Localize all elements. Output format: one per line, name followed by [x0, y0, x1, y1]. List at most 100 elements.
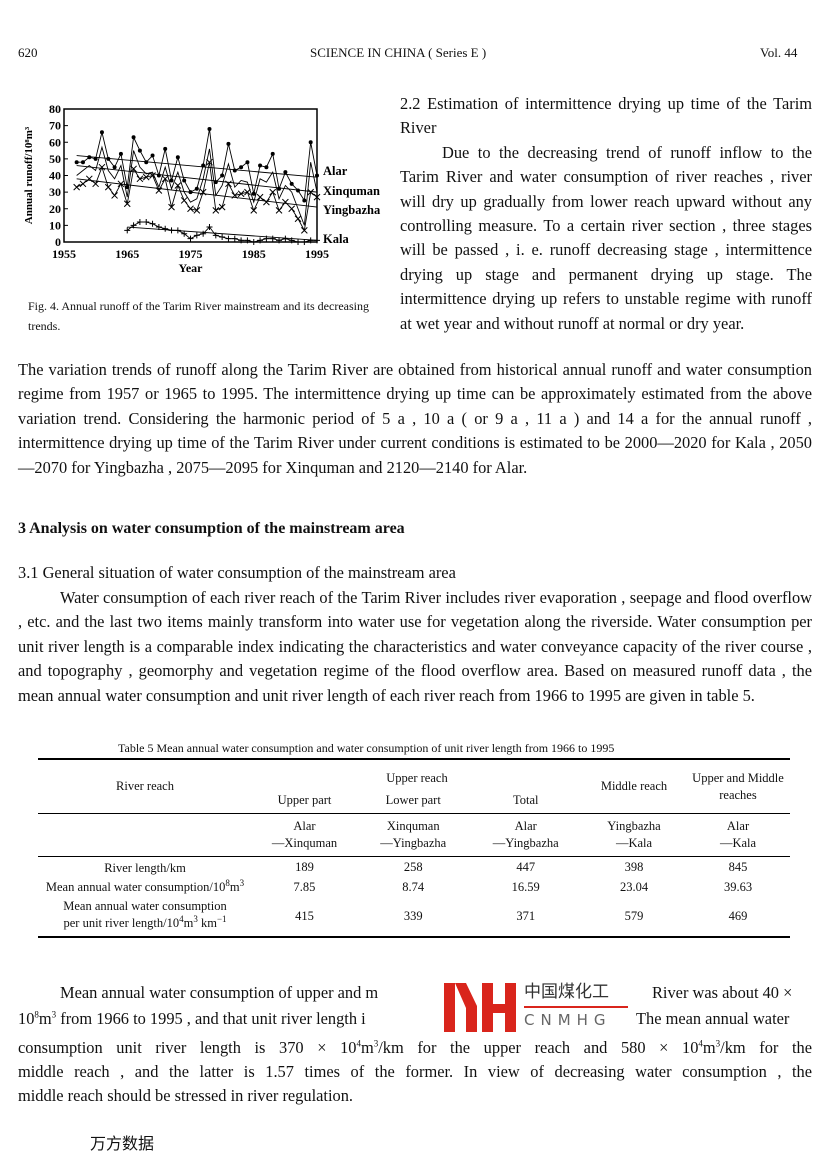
data-point [130, 222, 137, 229]
table-row: Mean annual water consumption per unit ri… [38, 897, 790, 937]
data-point [231, 235, 238, 242]
data-point [130, 165, 137, 173]
data-point [143, 219, 150, 226]
data-point [269, 235, 276, 242]
data-point [237, 190, 245, 198]
data-point [182, 178, 187, 183]
watermark-logo-icon [444, 983, 516, 1032]
data-point [98, 163, 106, 171]
data-point [270, 151, 275, 156]
data-point [263, 235, 270, 242]
data-point [144, 160, 149, 165]
data-point [251, 191, 256, 196]
data-point [136, 219, 143, 226]
watermark-en: CNMHG [524, 1011, 612, 1029]
y-tick-label: 50 [49, 152, 61, 166]
data-point [181, 230, 188, 237]
watermark-cn: 中国煤化工 [524, 982, 609, 1002]
data-point [85, 175, 93, 183]
data-point [307, 188, 315, 196]
data-point [175, 155, 180, 160]
data-point [199, 188, 207, 196]
data-point [124, 227, 131, 234]
y-tick-label: 40 [49, 169, 61, 183]
data-point [73, 183, 81, 191]
data-point [194, 186, 199, 191]
data-point [212, 232, 219, 239]
data-point [288, 205, 296, 213]
plot-frame [63, 108, 318, 243]
y-axis-label: Annual runoff/10⁸m³ [23, 126, 35, 224]
y-tick-label: 30 [49, 185, 61, 199]
section-cell: Alar —Xinquman [271, 819, 338, 850]
data-point [288, 237, 295, 244]
data-point [161, 175, 169, 183]
data-point [226, 141, 231, 146]
data-point [168, 203, 175, 211]
data-point [163, 146, 168, 151]
data-point [201, 163, 206, 168]
data-point [257, 237, 264, 244]
y-tick-label: 70 [49, 119, 61, 133]
section-cell: Alar —Kala [719, 819, 757, 850]
y-tick-label: 80 [49, 102, 61, 116]
series-label: Yingbazha [323, 203, 381, 217]
data-point [244, 188, 251, 196]
data-point [74, 160, 79, 165]
series-line-xinquman [76, 145, 318, 226]
series-label: Xinquman [323, 184, 380, 198]
table-5: River reach Upper reach Middle reach Upp… [38, 758, 790, 938]
data-point [106, 156, 111, 161]
data-point [207, 126, 212, 131]
data-point [231, 192, 239, 199]
data-point [218, 203, 226, 211]
paragraph: Due to the decreasing trend of runoff in… [400, 142, 812, 333]
data-point [276, 237, 283, 244]
data-point [131, 135, 136, 140]
data-point [244, 237, 251, 244]
header-river-reach: River reach [116, 779, 174, 793]
data-point [245, 160, 250, 165]
trend-line-yingbazha [76, 178, 318, 208]
y-tick-label: 0 [55, 235, 61, 249]
data-point [193, 232, 200, 239]
data-point [225, 235, 232, 242]
data-point [300, 227, 308, 234]
data-point [136, 175, 144, 183]
data-point [187, 205, 194, 213]
table-row: River length/km 189 258 447 398 845 [104, 860, 748, 875]
header-total: Total [512, 793, 539, 807]
data-point [93, 156, 98, 161]
data-point [258, 163, 263, 168]
header-upper-reach: Upper reach [386, 771, 448, 785]
data-point [187, 235, 194, 242]
header-upper-part: Upper part [277, 793, 332, 807]
data-point [220, 173, 225, 178]
table-row: Mean annual water consumption/108m3 7.85… [45, 877, 753, 894]
data-point [308, 140, 313, 145]
data-point [206, 224, 213, 231]
data-point [149, 172, 156, 179]
series-label: Alar [323, 164, 348, 178]
header-middle-reach: Middle reach [600, 779, 668, 793]
data-point [269, 188, 277, 196]
data-point [282, 235, 289, 242]
subsection-heading-3-1: 3.1 General situation of water consumpti… [18, 563, 456, 582]
data-point [206, 158, 213, 166]
section-cell: Xinquman —Yingbazha [380, 819, 447, 850]
x-tick-label: 1955 [52, 247, 76, 261]
data-point [123, 200, 131, 208]
data-point [87, 155, 92, 160]
data-point [301, 239, 308, 245]
data-point [155, 224, 162, 231]
footer-mark: 万方数据 [90, 1134, 155, 1153]
x-tick-label: 1965 [115, 247, 139, 261]
data-point [169, 178, 174, 183]
data-point [168, 227, 175, 234]
data-point [225, 180, 232, 188]
data-point [219, 234, 226, 241]
data-point [162, 225, 169, 232]
data-point [150, 153, 155, 158]
data-point [149, 220, 156, 227]
